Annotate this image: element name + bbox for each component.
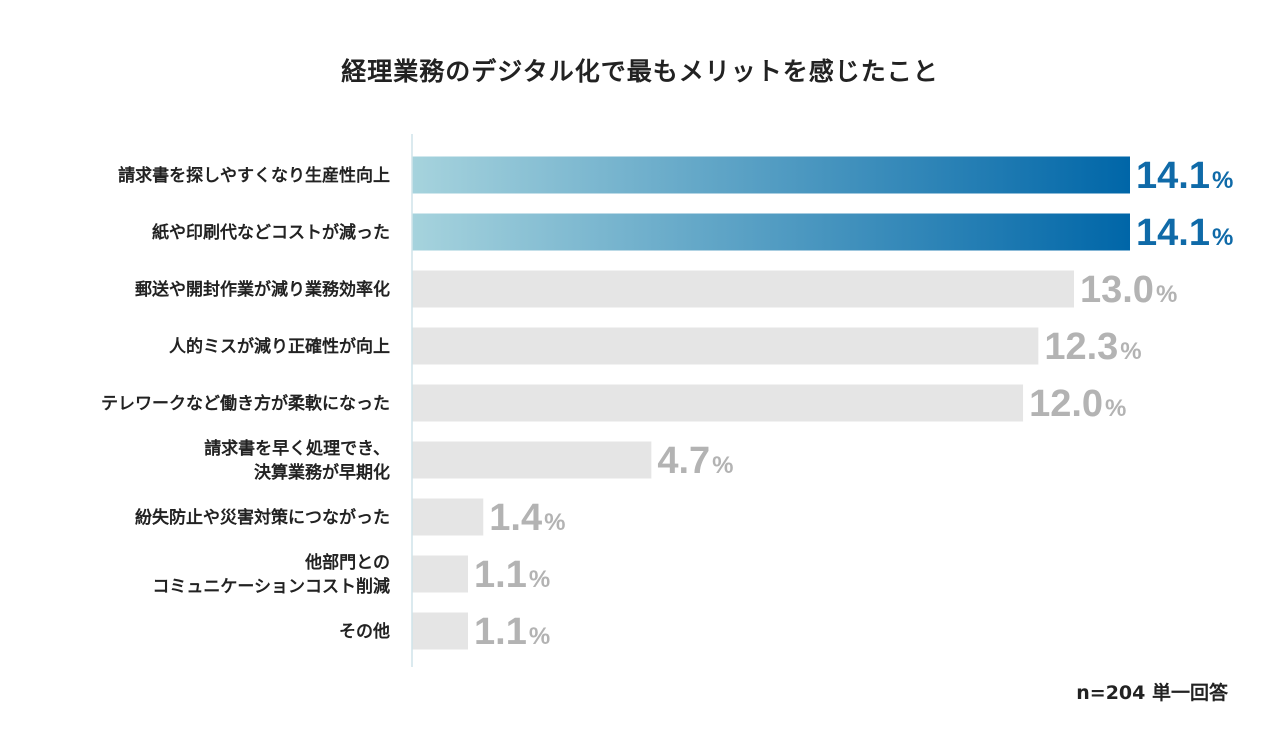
bar-1 [412, 156, 1130, 194]
category-label-line: コミュニケーションコスト削減 [152, 576, 390, 597]
value-unit: % [1120, 338, 1141, 365]
sample-note: n=204 単一回答 [1076, 682, 1228, 704]
category-label-line: 請求書を早く処理でき、 [204, 438, 390, 459]
value-label-3: 13.0% [1080, 269, 1177, 311]
chart-title: 経理業務のデジタル化で最もメリットを感じたこと [341, 57, 939, 86]
category-label-3: 郵送や開封作業が減り業務効率化 [135, 279, 390, 300]
category-labels: 請求書を探しやすくなり生産性向上紙や印刷代などコストが減った郵送や開封作業が減り… [101, 165, 390, 642]
value-unit: % [712, 452, 733, 479]
value-number: 12.3 [1044, 326, 1118, 368]
value-unit: % [529, 566, 550, 593]
value-unit: % [544, 509, 565, 536]
category-label-9: その他 [339, 621, 390, 642]
value-number: 1.4 [489, 497, 542, 539]
category-label-2: 紙や印刷代などコストが減った [152, 222, 390, 243]
category-label-line: テレワークなど働き方が柔軟になった [101, 393, 390, 414]
category-label-line: 紙や印刷代などコストが減った [152, 222, 390, 243]
value-label-5: 12.0% [1029, 383, 1126, 425]
category-label-8: 他部門とのコミュニケーションコスト削減 [152, 552, 390, 597]
category-label-5: テレワークなど働き方が柔軟になった [101, 393, 390, 414]
bar-5 [412, 384, 1024, 422]
value-label-6: 4.7% [657, 440, 733, 482]
value-labels: 14.1%14.1%13.0%12.3%12.0%4.7%1.4%1.1%1.1… [474, 155, 1233, 653]
category-label-line: 他部門との [304, 552, 390, 573]
bar-2 [412, 213, 1130, 251]
category-label-line: 請求書を探しやすくなり生産性向上 [118, 165, 390, 186]
value-number: 14.1 [1136, 155, 1210, 197]
category-label-line: 郵送や開封作業が減り業務効率化 [135, 279, 390, 300]
value-number: 13.0 [1080, 269, 1154, 311]
value-number: 12.0 [1029, 383, 1103, 425]
bar-6 [412, 441, 652, 479]
value-label-7: 1.4% [489, 497, 565, 539]
category-label-line: 決算業務が早期化 [254, 462, 390, 483]
value-number: 1.1 [474, 611, 527, 653]
value-number: 4.7 [657, 440, 710, 482]
value-unit: % [529, 623, 550, 650]
category-label-1: 請求書を探しやすくなり生産性向上 [118, 165, 390, 186]
value-label-4: 12.3% [1044, 326, 1141, 368]
category-label-6: 請求書を早く処理でき、決算業務が早期化 [204, 438, 390, 483]
category-label-7: 紛失防止や災害対策につながった [135, 507, 390, 528]
value-label-8: 1.1% [474, 554, 550, 596]
bar-9 [412, 612, 469, 650]
value-unit: % [1105, 395, 1126, 422]
bar-3 [412, 270, 1074, 308]
value-unit: % [1212, 167, 1233, 194]
category-label-line: 人的ミスが減り正確性が向上 [169, 336, 390, 357]
value-number: 1.1 [474, 554, 527, 596]
bar-8 [412, 555, 469, 593]
value-label-1: 14.1% [1136, 155, 1233, 197]
value-unit: % [1156, 281, 1177, 308]
value-unit: % [1212, 224, 1233, 251]
bars-layer [412, 156, 1130, 650]
value-label-2: 14.1% [1136, 212, 1233, 254]
category-label-line: 紛失防止や災害対策につながった [135, 507, 390, 528]
bar-4 [412, 327, 1039, 365]
category-label-line: その他 [339, 621, 390, 642]
value-number: 14.1 [1136, 212, 1210, 254]
value-label-9: 1.1% [474, 611, 550, 653]
bar-7 [412, 498, 484, 536]
category-label-4: 人的ミスが減り正確性が向上 [169, 336, 390, 357]
